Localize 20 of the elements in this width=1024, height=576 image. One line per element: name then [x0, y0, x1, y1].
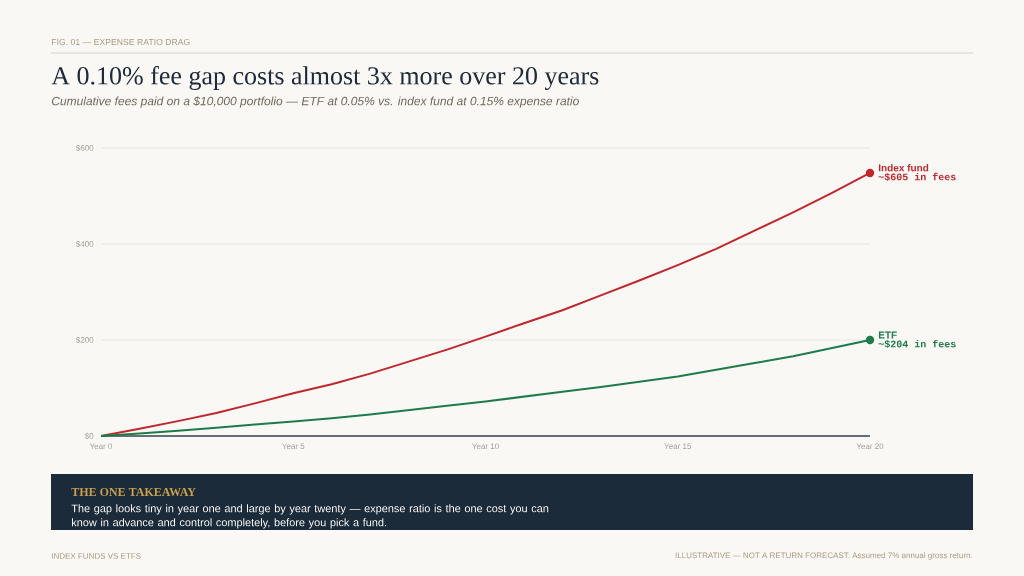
y-tick-label: $400 [75, 240, 94, 248]
text: INDEX FUNDS VS ETFS [52, 553, 141, 559]
text: The gap looks tiny in year one and large by year twenty — expense ratio is the one cost you can know in advance and control completely, before you pick a fund. [71, 504, 549, 529]
y-tick-label: $0 [84, 432, 94, 440]
y-tick-label: $600 [75, 144, 94, 152]
text: ~$605 in fees [878, 172, 956, 182]
caption: FIG. 01 — EXPENSE RATIO DRAG [51, 38, 190, 46]
text: THE ONE TAKEAWAY [71, 487, 196, 497]
chart-subtitle: Cumulative fees paid on a $10,000 portfolio — ETF at 0.05% vs. index fund at 0.15% expense ratio [51, 96, 579, 108]
x-tick-label: Year 10 [472, 443, 499, 450]
x-tick-label: Year 0 [89, 443, 113, 450]
series-label: ETF [878, 331, 897, 339]
chart-title: A 0.10% fee gap costs almost 3x more over 20 years [51, 66, 599, 90]
x-tick-label: Year 20 [856, 443, 884, 450]
x-tick-label: Year 15 [664, 443, 692, 449]
text: ILLUSTRATIVE — NOT A RETURN FORECAST. Assumed 7% annual gross return. [675, 552, 972, 560]
text: ~$204 in fees [878, 339, 956, 349]
x-tick-label: Year 5 [282, 443, 305, 449]
y-tick-label: $200 [75, 336, 94, 344]
series-label: Index fund [878, 164, 929, 172]
